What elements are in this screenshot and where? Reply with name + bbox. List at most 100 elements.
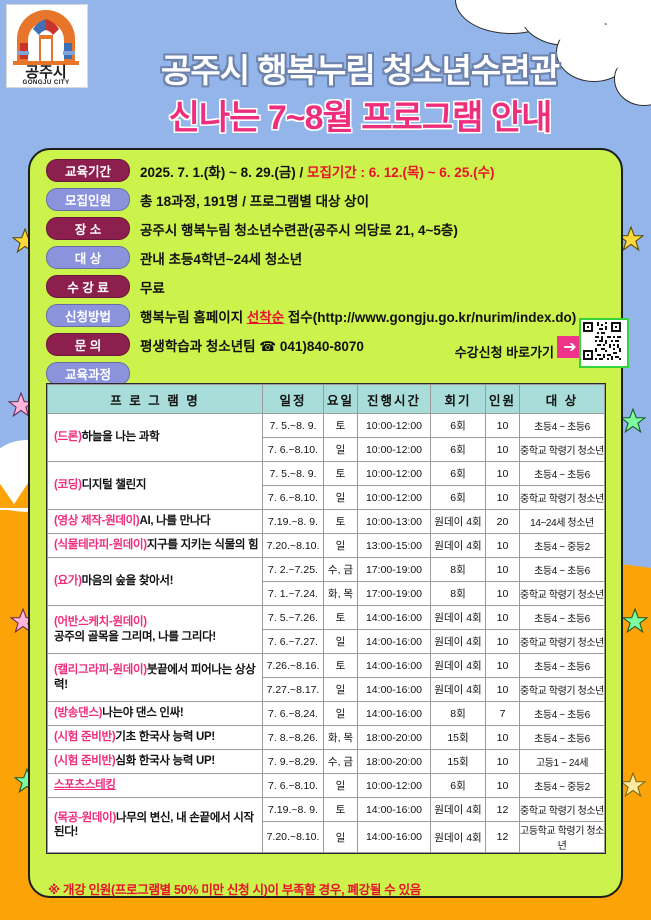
table-row: (코딩)디지털 챌린지 7. 5.~8. 9. 토 10:00-12:00 6회 10 초등… — [47, 461, 605, 510]
column-header: 인원 — [485, 384, 520, 414]
cell-sched: 7.20.~8.10. — [262, 533, 324, 558]
cell-sched: 7.20.~8.10. — [262, 821, 324, 853]
cell-sched: 7.19.~8. 9. — [262, 797, 324, 822]
cell-time: 10:00-12:00 — [357, 437, 431, 462]
info-badge: 문 의 — [46, 333, 130, 356]
cell-time: 14:00-16:00 — [357, 653, 431, 678]
cell-sched: 7. 2.~7.25. — [262, 557, 324, 582]
cell-time: 18:00-20:00 — [357, 725, 431, 750]
cell-day: 수, 금 — [323, 557, 358, 582]
cell-target: 초등4 ~ 초등6 — [519, 605, 605, 630]
table-row: 7. 6.~8.10. 일 10:00-12:00 6회 10 중학교 학령기 청소년 — [48, 437, 605, 462]
cell-target: 중학교 학령기 청소년 — [519, 437, 605, 462]
cell-time: 10:00-13:00 — [357, 509, 431, 534]
cell-sched: 7. 6.~8.24. — [262, 701, 324, 726]
cell-sched: 7. 5.~8. 9. — [262, 461, 324, 486]
qr-code-icon[interactable] — [579, 318, 629, 368]
program-name-cell: (코딩)디지털 챌린지 — [47, 461, 263, 510]
cell-time: 10:00-12:00 — [357, 413, 431, 438]
cell-cap: 7 — [485, 701, 520, 726]
cell-sched: 7. 6.~8.10. — [262, 485, 324, 510]
column-header: 요일 — [323, 384, 358, 414]
cell-day: 일 — [323, 629, 358, 654]
cell-target: 중학교 학령기 청소년 — [519, 797, 605, 822]
cell-count: 원데이 4회 — [430, 605, 486, 630]
info-text: 총 18과정, 191명 / 프로그램별 대상 상이 — [140, 193, 370, 209]
table-row: 7.27.~8.17. 일 14:00-16:00 원데이 4회 10 중학교 학령기 청… — [48, 677, 605, 702]
cell-count: 8회 — [430, 557, 486, 582]
info-row-3: 대 상 관내 초등4학년~24세 청소년 — [46, 243, 621, 272]
cell-count: 원데이 4회 — [430, 797, 486, 822]
cell-target: 초등4 ~ 중등2 — [519, 773, 605, 798]
program-name-cell: (시험 준비반)심화 한국사 능력 UP! — [47, 749, 263, 774]
info-row-5: 신청방법 행복누림 홈페이지 선착순 접수(http://www.gongju.g… — [46, 301, 621, 330]
cell-time: 17:00-19:00 — [357, 581, 431, 606]
table-body: (드론)하늘을 나는 과학 7. 5.~8. 9. 토 10:00-12:00 6회 10… — [47, 413, 605, 853]
cell-time: 14:00-16:00 — [357, 821, 431, 853]
table-row: (드론)하늘을 나는 과학 7. 5.~8. 9. 토 10:00-12:00 6회 10… — [47, 413, 605, 462]
star-yellow-right-bottom — [620, 772, 646, 798]
cell-sched: 7. 5.~8. 9. — [262, 413, 324, 438]
cell-time: 18:00-20:00 — [357, 749, 431, 774]
gongju-city-logo: 공주시 GONGJU CITY — [6, 4, 88, 88]
column-header: 진행시간 — [357, 384, 431, 414]
cell-time: 14:00-16:00 — [357, 629, 431, 654]
table-row: (목공-원데이)나무의 변신, 내 손끝에서 시작된다! 7.19.~8. 9. 토… — [47, 797, 605, 853]
cell-day: 일 — [323, 533, 358, 558]
program-name-cell: (요가)마음의 숲을 찾아서! — [47, 557, 263, 606]
cell-day: 토 — [323, 653, 358, 678]
program-name-cell: (방송댄스)나는야 댄스 인싸! — [47, 701, 263, 726]
cell-cap: 10 — [485, 773, 520, 798]
cell-count: 6회 — [430, 485, 486, 510]
cell-target: 초등4 ~ 중등2 — [519, 533, 605, 558]
cell-target: 중학교 학령기 청소년 — [519, 581, 605, 606]
cell-count: 원데이 4회 — [430, 821, 486, 853]
cell-target: 14~24세 청소년 — [519, 509, 605, 534]
page-title: 공주시 행복누림 청소년수련관 — [160, 52, 560, 89]
info-badge: 교육과정 — [46, 362, 130, 385]
cell-day: 토 — [323, 605, 358, 630]
cell-time: 10:00-12:00 — [357, 461, 431, 486]
cell-time: 14:00-16:00 — [357, 797, 431, 822]
cell-cap: 10 — [485, 653, 520, 678]
cell-sched: 7. 6.~8.10. — [262, 437, 324, 462]
apply-shortcut-label: 수강신청 바로가기 — [454, 345, 554, 360]
info-row-1: 모집인원 총 18과정, 191명 / 프로그램별 대상 상이 — [46, 185, 621, 214]
info-text: 공주시 행복누림 청소년수련관(공주시 의당로 21, 4~5층) — [140, 222, 458, 238]
cell-count: 6회 — [430, 773, 486, 798]
apply-shortcut[interactable]: 수강신청 바로가기 ➔ — [455, 318, 629, 376]
table-row: (시험 준비반)심화 한국사 능력 UP! 7. 9.~8.29. 수, 금 18:0… — [47, 749, 605, 774]
arrow-right-icon[interactable]: ➔ — [557, 336, 583, 358]
logo-en-text: GONGJU CITY — [22, 79, 70, 85]
program-name-cell: 스포츠스테킹 — [47, 773, 263, 798]
cell-count: 원데이 4회 — [430, 509, 486, 534]
cell-day: 토 — [323, 509, 358, 534]
cell-count: 원데이 4회 — [430, 677, 486, 702]
program-name-cell: (드론)하늘을 나는 과학 — [47, 413, 263, 462]
cell-sched: 7.19.~8. 9. — [262, 509, 324, 534]
cell-time: 10:00-12:00 — [357, 773, 431, 798]
cell-count: 15회 — [430, 725, 486, 750]
program-name-cell: (영상 제작-원데이)AI, 나를 만나다 — [47, 509, 263, 534]
info-badge: 모집인원 — [46, 188, 130, 211]
column-header: 회기 — [430, 384, 486, 414]
cell-cap: 12 — [485, 797, 520, 822]
program-name-cell: (식물테라피-원데이)지구를 지키는 식물의 힘 — [47, 533, 263, 558]
cell-sched: 7.27.~8.17. — [262, 677, 324, 702]
cell-target: 고등학교 학령기 청소년 — [519, 821, 605, 853]
cell-cap: 10 — [485, 461, 520, 486]
cell-target: 초등4 ~ 초등6 — [519, 725, 605, 750]
info-text: 무료 — [140, 280, 165, 296]
cell-cap: 10 — [485, 437, 520, 462]
cell-sched: 7. 6.~8.10. — [262, 773, 324, 798]
cell-count: 원데이 4회 — [430, 653, 486, 678]
star-green-right-low — [622, 608, 648, 634]
cell-cap: 10 — [485, 677, 520, 702]
cell-sched: 7. 8.~8.26. — [262, 725, 324, 750]
info-row-2: 장 소 공주시 행복누림 청소년수련관(공주시 의당로 21, 4~5층) — [46, 214, 621, 243]
cell-cap: 10 — [485, 605, 520, 630]
cell-target: 중학교 학령기 청소년 — [519, 629, 605, 654]
cell-time: 14:00-16:00 — [357, 677, 431, 702]
cell-cap: 10 — [485, 629, 520, 654]
